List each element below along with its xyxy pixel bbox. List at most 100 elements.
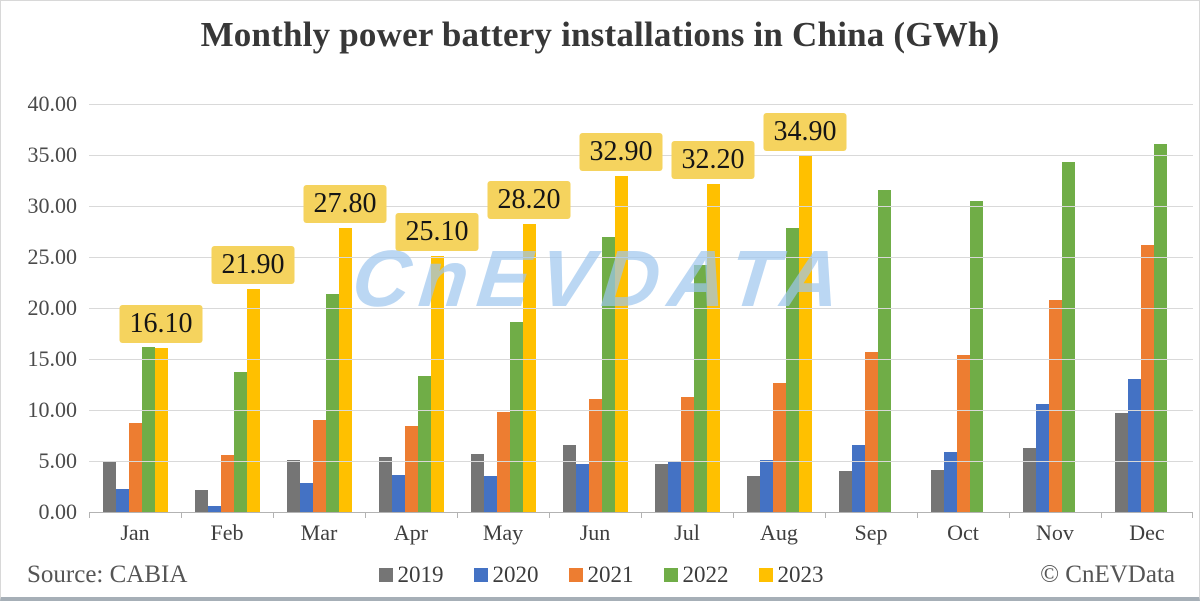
x-tick-label-nov: Nov <box>1036 520 1074 545</box>
y-tick-label: 35.00 <box>27 142 78 167</box>
bar-2021-sep <box>864 351 878 512</box>
x-tick-label-jul: Jul <box>674 520 700 545</box>
bar-slot-2021 <box>680 104 694 512</box>
bar-slot-2019 <box>194 104 208 512</box>
plot-area: 16.10 21.90 27.80 25.10 28.20 32.90 32.20 34.90 <box>89 104 1193 518</box>
month-group-may: 28.20 <box>457 104 571 512</box>
bar-2020-jan <box>115 488 129 512</box>
gridline <box>89 104 1193 105</box>
bar-2023-feb <box>246 288 260 512</box>
bar-slot-2020 <box>575 104 589 512</box>
bar-2023-aug <box>798 156 812 512</box>
y-tick-label: 5.00 <box>38 448 78 473</box>
data-label-2023-jan: 16.10 <box>119 304 203 343</box>
bar-cluster <box>1022 104 1088 512</box>
y-tick-label: 40.00 <box>27 91 78 116</box>
month-group-oct <box>917 104 1009 512</box>
bar-2020-oct <box>943 451 957 512</box>
legend-swatch-2023 <box>758 568 773 582</box>
bar-2020-may <box>483 476 497 512</box>
bar-cluster <box>1114 104 1180 512</box>
bar-cluster: 16.10 <box>102 104 203 512</box>
bar-2022-aug <box>785 228 799 512</box>
bar-slot-2021 <box>864 104 878 512</box>
bar-cluster: 21.90 <box>194 104 295 512</box>
x-tick <box>180 512 182 518</box>
bar-slot-2020 <box>299 104 313 512</box>
gridline <box>89 359 1193 360</box>
bar-2019-mar <box>286 459 300 512</box>
bar-slot-2023: 32.90 <box>579 104 663 512</box>
legend-item-2023: 2023 <box>758 562 824 588</box>
legend-swatch-2020 <box>473 568 488 582</box>
bar-slot-2022 <box>1153 104 1167 512</box>
bar-cluster <box>930 104 996 512</box>
footer: Source: CABIA 2019 2020 2021 2022 2023 © CnE… <box>1 555 1199 595</box>
bar-slot-2021 <box>588 104 602 512</box>
bar-2019-sep <box>838 471 852 512</box>
bar-slot-2019 <box>930 104 944 512</box>
x-tick <box>456 512 458 518</box>
bar-2023-mar <box>338 228 352 512</box>
y-tick-label: 25.00 <box>27 244 78 269</box>
bar-slot-2020 <box>207 104 221 512</box>
copyright-note: © CnEVData <box>1040 561 1175 588</box>
bar-2021-feb <box>220 454 234 512</box>
legend: 2019 2020 2021 2022 2023 <box>378 562 824 588</box>
x-tick-label-jan: Jan <box>120 520 150 545</box>
x-tick <box>1192 512 1193 518</box>
bar-slot-2019 <box>470 104 484 512</box>
x-tick <box>1100 512 1102 518</box>
bar-2021-dec <box>1140 244 1154 512</box>
bar-slot-2019 <box>102 104 116 512</box>
x-tick <box>641 512 642 518</box>
legend-label-2022: 2022 <box>682 562 729 587</box>
data-label-2023-mar: 27.80 <box>303 185 387 224</box>
x-tick-label-apr: Apr <box>393 520 429 545</box>
bar-2023-jun <box>614 176 628 512</box>
bar-slot-2020 <box>483 104 497 512</box>
bar-slot-2022 <box>601 104 615 512</box>
legend-swatch-2019 <box>378 568 393 582</box>
data-label-2023-jun: 32.90 <box>579 133 663 172</box>
bar-2022-nov <box>1061 162 1075 512</box>
x-tick-label-feb: Feb <box>210 520 244 545</box>
x-tick <box>365 512 366 518</box>
bar-slot-2020 <box>943 104 957 512</box>
bar-2021-mar <box>312 420 326 512</box>
bar-slot-2022 <box>969 104 983 512</box>
gridline <box>89 206 1193 207</box>
bar-slot-2023: 28.20 <box>487 104 571 512</box>
bar-cluster: 27.80 <box>286 104 387 512</box>
bar-2019-aug <box>746 476 760 512</box>
bar-2020-sep <box>851 444 865 512</box>
bar-2021-aug <box>772 383 786 512</box>
bar-groups: 16.10 21.90 27.80 25.10 28.20 32.90 32.20 34.90 <box>89 104 1193 512</box>
x-tick-label-dec: Dec <box>1129 520 1165 545</box>
bar-2021-jul <box>680 396 694 512</box>
bar-slot-2021 <box>496 104 510 512</box>
bar-2020-apr <box>391 475 405 512</box>
bar-2019-jun <box>562 444 576 512</box>
x-tick <box>824 512 826 518</box>
bar-2020-dec <box>1127 379 1141 512</box>
bar-2019-feb <box>194 489 208 512</box>
data-label-2023-jul: 32.20 <box>671 140 755 179</box>
bar-slot-2019 <box>838 104 852 512</box>
gridline <box>89 410 1193 411</box>
source-note: Source: CABIA <box>27 561 188 588</box>
bar-slot-2023: 34.90 <box>763 104 847 512</box>
chart-title: Monthly power battery installations in C… <box>200 15 1000 54</box>
bar-slot-2021 <box>404 104 418 512</box>
legend-item-2019: 2019 <box>378 562 444 588</box>
bar-2022-jun <box>601 236 615 512</box>
bar-2022-mar <box>325 293 339 512</box>
bar-slot-2022 <box>877 104 891 512</box>
data-label-2023-feb: 21.90 <box>211 245 295 284</box>
bar-2022-jul <box>693 265 707 512</box>
y-tick-label: 10.00 <box>27 397 78 422</box>
bar-2021-jan <box>128 423 142 512</box>
bar-slot-2022 <box>233 104 247 512</box>
bar-slot-2021 <box>128 104 142 512</box>
bar-2019-jul <box>654 464 668 512</box>
